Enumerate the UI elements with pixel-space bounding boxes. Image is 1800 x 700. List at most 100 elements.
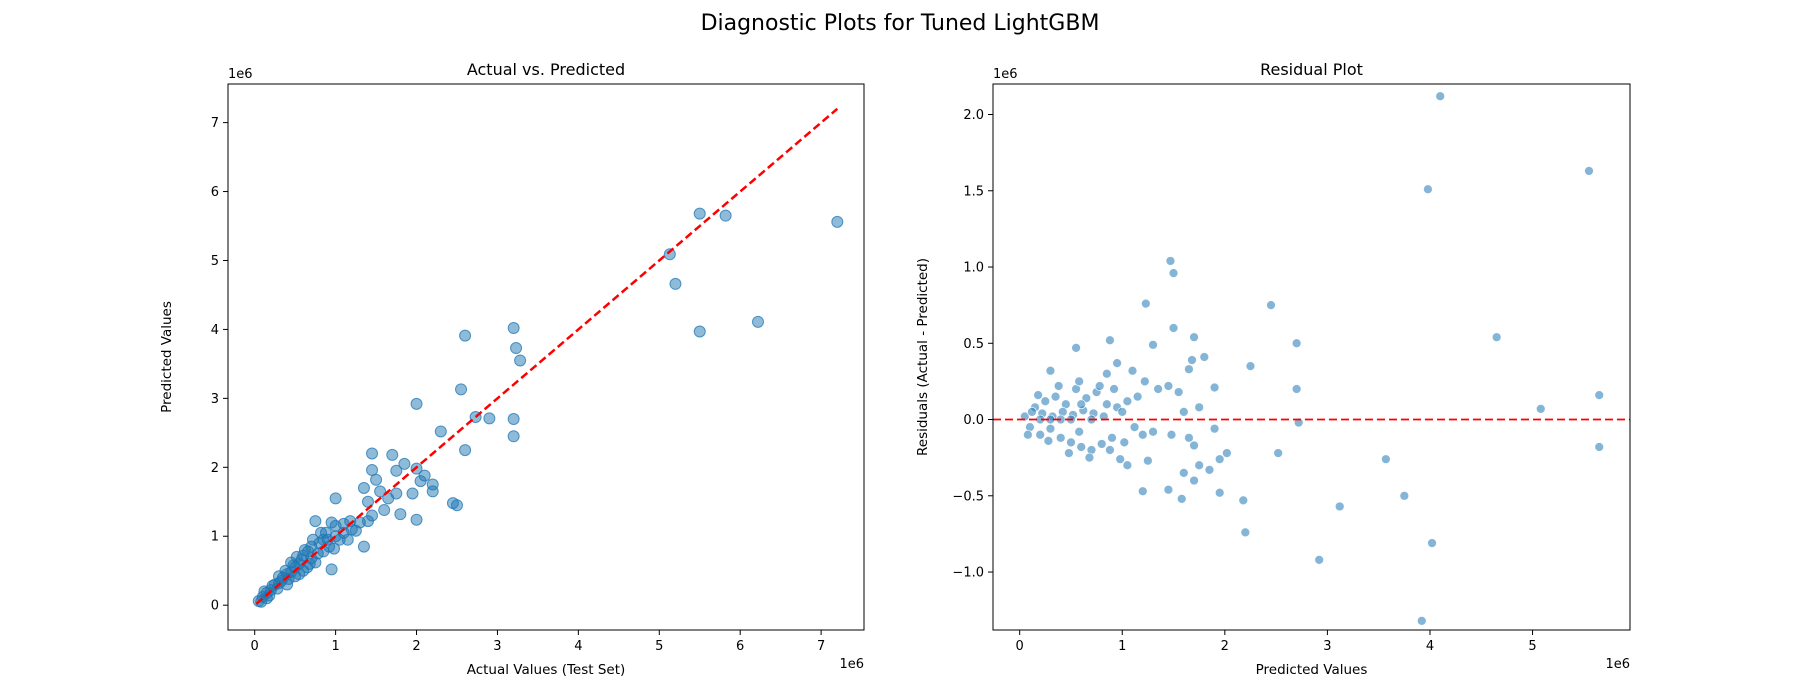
data-point xyxy=(1184,432,1194,443)
data-point xyxy=(1189,332,1199,343)
data-point xyxy=(483,412,496,425)
data-point xyxy=(1137,429,1148,440)
data-point xyxy=(290,550,303,563)
x-tick-label: 0 xyxy=(1016,639,1024,654)
data-point xyxy=(1291,338,1302,349)
data-point xyxy=(1076,442,1087,452)
data-point xyxy=(507,430,520,443)
data-point xyxy=(1187,355,1197,365)
data-point xyxy=(1055,432,1066,443)
x-tick-label: 4 xyxy=(1426,639,1434,654)
avp-title: Actual vs. Predicted xyxy=(467,60,625,79)
x-tick-label: 0 xyxy=(251,639,259,654)
y-tick-label: 2.0 xyxy=(963,108,984,123)
data-point xyxy=(1594,442,1605,452)
data-point xyxy=(1119,437,1130,448)
data-point xyxy=(386,448,399,461)
data-point xyxy=(1209,423,1220,434)
data-point xyxy=(410,397,423,410)
data-point xyxy=(1076,399,1087,410)
resid-axes-frame xyxy=(992,83,1631,631)
data-point xyxy=(663,248,676,261)
x-offset-label: 1e6 xyxy=(1605,657,1630,672)
data-point xyxy=(1071,342,1081,353)
data-point xyxy=(1380,454,1391,465)
data-point xyxy=(1535,403,1546,414)
data-point xyxy=(1189,440,1199,451)
data-point xyxy=(1209,382,1220,393)
data-point xyxy=(1107,432,1117,443)
x-tick-label: 5 xyxy=(655,639,663,654)
data-point xyxy=(1105,335,1115,346)
data-point xyxy=(693,207,706,220)
data-point xyxy=(1137,486,1148,497)
y-tick-label: 1.5 xyxy=(963,184,984,199)
x-axis-label: Actual Values (Test Set) xyxy=(467,662,626,678)
data-point xyxy=(752,315,764,328)
data-point xyxy=(366,447,379,460)
figure-title: Diagnostic Plots for Tuned LightGBM xyxy=(701,11,1100,36)
data-point xyxy=(255,595,268,608)
x-tick-label: 5 xyxy=(1528,639,1536,654)
data-point xyxy=(514,354,527,367)
data-point xyxy=(1189,475,1199,486)
data-point xyxy=(1165,256,1176,266)
x-tick-label: 3 xyxy=(1323,639,1331,654)
data-point xyxy=(1491,332,1502,343)
x-tick-label: 2 xyxy=(1221,639,1229,654)
resid-points xyxy=(1019,91,1605,626)
x-tick-label: 6 xyxy=(736,639,744,654)
data-point xyxy=(1273,448,1284,458)
data-point xyxy=(357,481,370,494)
data-point xyxy=(1194,460,1205,471)
data-point xyxy=(1148,426,1158,437)
x-tick-label: 7 xyxy=(817,639,825,654)
residual-plot-panel: 0 1 2 3 4 5 −1.0 −0.5 0.0 0.5 1.0 1.5 2.0 1e6 1e6 Resid… xyxy=(915,60,1631,678)
data-point xyxy=(309,515,322,528)
data-point xyxy=(1334,501,1345,512)
y-tick-label: −1.0 xyxy=(952,566,984,581)
data-point xyxy=(1178,407,1189,417)
data-point xyxy=(455,383,468,396)
y-tick-label: −0.5 xyxy=(952,489,984,504)
data-point xyxy=(1094,381,1105,391)
x-tick-label: 2 xyxy=(412,639,420,654)
x-axis-label: Predicted Values xyxy=(1256,662,1368,678)
data-point xyxy=(1101,399,1112,410)
data-point xyxy=(693,325,706,338)
data-point xyxy=(1074,376,1085,387)
data-point xyxy=(394,508,407,521)
data-point xyxy=(1117,407,1128,417)
actual-vs-predicted-panel: 0 1 2 3 4 5 6 7 0 1 2 3 4 5 6 7 1e6 1e6 Actual vs. Predict… xyxy=(159,60,865,678)
data-point xyxy=(1142,455,1153,466)
data-point xyxy=(1245,361,1256,372)
data-point xyxy=(1199,352,1210,362)
y-tick-label: 6 xyxy=(211,185,219,200)
data-point xyxy=(1423,184,1433,195)
data-point xyxy=(357,540,370,553)
y-tick-label: 1.0 xyxy=(963,261,984,276)
y-tick-label: 4 xyxy=(211,323,219,338)
data-point xyxy=(1109,384,1119,394)
x-offset-label: 1e6 xyxy=(839,657,864,672)
data-point xyxy=(719,209,732,222)
data-point xyxy=(329,492,342,505)
data-point xyxy=(297,564,310,577)
y-tick-label: 0 xyxy=(211,599,219,614)
y-offset-label: 1e6 xyxy=(993,67,1018,82)
data-point xyxy=(1176,493,1187,504)
data-point xyxy=(1043,435,1054,446)
data-point xyxy=(1040,396,1051,407)
data-point xyxy=(1214,487,1225,498)
data-point xyxy=(1129,422,1140,433)
data-point xyxy=(281,578,294,591)
y-axis-label: Residuals (Actual - Predicted) xyxy=(915,258,931,456)
y-tick-label: 2 xyxy=(211,461,219,476)
data-point xyxy=(1240,527,1251,538)
data-point xyxy=(410,513,423,526)
data-point xyxy=(1096,439,1107,449)
y-tick-label: 7 xyxy=(211,116,219,131)
data-point xyxy=(1022,429,1033,440)
